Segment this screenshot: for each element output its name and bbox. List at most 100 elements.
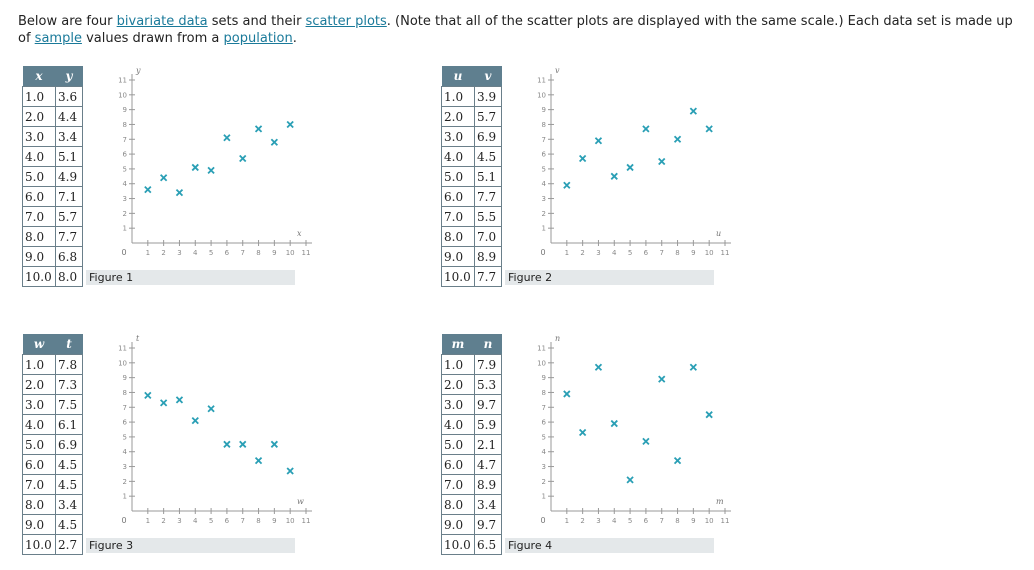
table-row: 7.0 5.7 xyxy=(22,206,83,227)
y-value-cell: 5.1 xyxy=(55,146,83,167)
y-tick-label: 6 xyxy=(123,419,128,427)
y-tick-label: 2 xyxy=(123,478,127,486)
y-value-cell: 4.7 xyxy=(474,454,502,475)
x-value-cell: 7.0 xyxy=(441,206,475,227)
origin-label: 0 xyxy=(540,516,545,525)
column-header-yname: v xyxy=(474,66,502,87)
figure-caption: Figure 4 xyxy=(505,538,714,553)
data-point xyxy=(191,416,199,425)
y-tick-label: 2 xyxy=(123,210,127,218)
y-tick-label: 7 xyxy=(542,136,546,144)
y-value-cell: 4.5 xyxy=(55,474,83,495)
x-axis-label: w xyxy=(297,497,304,506)
x-tick-label: 2 xyxy=(161,517,165,525)
x-tick-label: 6 xyxy=(644,249,649,257)
y-value-cell: 7.3 xyxy=(55,374,83,395)
data-point xyxy=(144,391,152,400)
x-tick-label: 2 xyxy=(161,249,165,257)
y-tick-label: 5 xyxy=(542,165,546,173)
y-tick-label: 5 xyxy=(123,433,127,441)
intro-text-3: . (Note that all of the scatter plots ar… xyxy=(18,14,1013,46)
intro-text-1: Below are four xyxy=(18,14,117,29)
sample-link[interactable]: sample xyxy=(34,31,82,46)
y-value-cell: 5.1 xyxy=(474,166,502,187)
table-row: 10.0 8.0 xyxy=(22,266,83,287)
y-value-cell: 5.7 xyxy=(474,106,502,127)
scatter-plots-link[interactable]: scatter plots xyxy=(305,14,387,29)
table-row: 2.0 4.4 xyxy=(22,106,83,127)
y-tick-label: 1 xyxy=(542,493,546,501)
y-tick-label: 8 xyxy=(542,121,546,129)
data-point xyxy=(658,375,666,383)
x-value-cell: 4.0 xyxy=(441,414,475,435)
table-row: 1.0 3.6 xyxy=(22,86,83,107)
x-value-cell: 8.0 xyxy=(22,494,56,515)
table-row: 8.0 3.4 xyxy=(22,494,83,515)
table-row: 4.0 5.9 xyxy=(441,414,502,435)
y-value-cell: 8.9 xyxy=(474,474,502,495)
x-tick-label: 1 xyxy=(146,517,150,525)
y-tick-label: 6 xyxy=(542,151,547,159)
x-tick-label: 6 xyxy=(644,517,649,525)
x-tick-label: 3 xyxy=(596,517,600,525)
x-value-cell: 3.0 xyxy=(441,394,475,415)
data-point xyxy=(207,405,215,413)
y-tick-label: 5 xyxy=(542,433,546,441)
x-tick-label: 4 xyxy=(193,249,198,257)
data-point xyxy=(254,456,263,465)
x-value-cell: 1.0 xyxy=(22,86,56,107)
y-tick-label: 8 xyxy=(542,389,546,397)
y-value-cell: 9.7 xyxy=(474,394,502,415)
data-point xyxy=(563,390,571,398)
column-header-xname: u xyxy=(441,66,475,87)
x-value-cell: 1.0 xyxy=(22,354,56,375)
data-point xyxy=(175,396,184,404)
y-tick-label: 3 xyxy=(542,195,546,203)
y-tick-label: 11 xyxy=(537,77,546,85)
x-value-cell: 7.0 xyxy=(441,474,475,495)
x-tick-label: 4 xyxy=(612,517,617,525)
x-value-cell: 8.0 xyxy=(441,226,475,247)
x-tick-label: 3 xyxy=(177,517,181,525)
x-tick-label: 9 xyxy=(691,517,695,525)
y-value-cell: 4.9 xyxy=(55,166,83,187)
bivariate-data-link[interactable]: bivariate data xyxy=(116,14,208,29)
y-value-cell: 6.5 xyxy=(474,534,502,555)
x-tick-label: 7 xyxy=(659,517,663,525)
data-point xyxy=(563,181,571,189)
x-tick-label: 11 xyxy=(721,249,730,257)
x-tick-label: 9 xyxy=(691,249,695,257)
data-point xyxy=(626,163,634,172)
column-header-xname: m xyxy=(441,334,475,355)
y-value-cell: 3.6 xyxy=(55,86,83,107)
table-row: 3.0 6.9 xyxy=(441,126,502,147)
figure-caption: Figure 2 xyxy=(505,270,714,285)
data-point xyxy=(594,363,603,371)
table-row: 1.0 7.8 xyxy=(22,354,83,375)
data-point xyxy=(689,107,698,115)
data-point xyxy=(175,188,184,197)
x-tick-label: 1 xyxy=(565,249,569,257)
y-tick-label: 3 xyxy=(123,195,127,203)
x-value-cell: 6.0 xyxy=(22,454,56,475)
data-point xyxy=(610,419,618,428)
table-row: 2.0 7.3 xyxy=(22,374,83,395)
x-tick-label: 11 xyxy=(302,517,311,525)
data-table-2: u v 1.0 3.9 2.0 5.7 3.0 6.9 4.0 4.5 5.0 5.1 6.0 7.7 7.… xyxy=(441,66,502,287)
column-header-yname: t xyxy=(55,334,83,355)
table-row: 6.0 4.7 xyxy=(441,454,502,475)
y-value-cell: 7.7 xyxy=(55,226,83,247)
y-tick-label: 4 xyxy=(123,180,128,188)
population-link[interactable]: population xyxy=(223,31,293,46)
table-row: 6.0 7.1 xyxy=(22,186,83,207)
y-value-cell: 8.9 xyxy=(474,246,502,267)
data-point xyxy=(689,363,698,371)
intro-text-2: sets and their xyxy=(207,14,306,29)
y-tick-label: 5 xyxy=(123,165,127,173)
data-point xyxy=(610,172,618,180)
y-tick-label: 3 xyxy=(123,463,127,471)
x-tick-label: 10 xyxy=(705,249,714,257)
origin-label: 0 xyxy=(540,248,545,257)
